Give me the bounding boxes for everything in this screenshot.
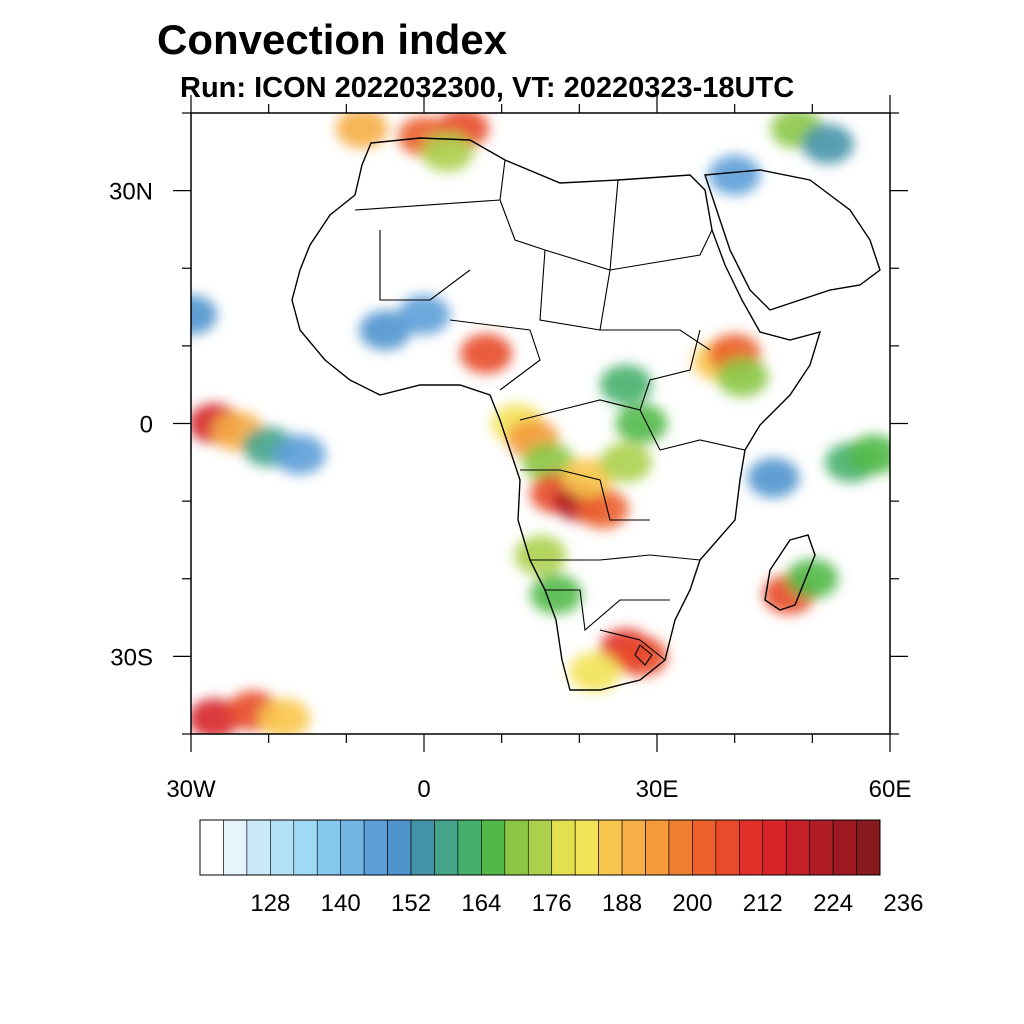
convection-cell xyxy=(576,488,629,529)
colorbar-label: 128 xyxy=(250,890,290,917)
colorbar-swatch xyxy=(621,819,646,876)
colorbar-labels: 128 140 152 164 176 188 200 212 224 236 xyxy=(250,890,923,917)
colorbar-label: 176 xyxy=(532,890,572,917)
colorbar-swatch xyxy=(434,819,459,876)
convection-cell xyxy=(460,333,513,374)
colorbar-label: 164 xyxy=(461,890,501,917)
convection-cell xyxy=(615,636,668,677)
convection-cell xyxy=(398,294,450,335)
lon-label: 30W xyxy=(166,776,216,803)
convection-cell xyxy=(599,442,652,483)
colorbar-swatch xyxy=(223,819,248,876)
colorbar-label: 212 xyxy=(743,890,783,917)
madagascar-coastline xyxy=(764,534,816,611)
colorbar-swatch xyxy=(387,819,412,876)
convection-cell xyxy=(258,698,311,734)
colorbar-swatch xyxy=(856,819,881,876)
convection-cell xyxy=(708,155,761,196)
colorbar-swatch xyxy=(340,819,365,876)
lat-label: 30N xyxy=(109,179,153,206)
convection-cell xyxy=(568,651,621,692)
lon-label: 60E xyxy=(869,776,912,803)
colorbar-swatch xyxy=(457,819,482,876)
colorbar-label: 188 xyxy=(602,890,642,917)
colorbar-swatch xyxy=(410,819,435,876)
convection-cell xyxy=(599,364,652,405)
convection-cell xyxy=(747,457,800,498)
convection-cell xyxy=(786,558,839,599)
colorbar-swatch xyxy=(363,819,388,876)
colorbar-label: 224 xyxy=(813,890,853,917)
colorbar-label: 152 xyxy=(391,890,431,917)
run-subtitle: Run: ICON 2022032300, VT: 20220323-18UTC xyxy=(180,72,795,104)
convection-cell xyxy=(514,535,567,576)
convection-cell xyxy=(848,434,890,475)
colorbar-swatch xyxy=(270,819,295,876)
lon-label: 0 xyxy=(417,776,430,803)
colorbar-swatch xyxy=(551,819,576,876)
colorbar-swatch xyxy=(574,819,599,876)
colorbar-swatch xyxy=(598,819,623,876)
colorbar-swatch xyxy=(762,819,787,876)
axis-ticks xyxy=(173,95,908,752)
lon-label: 30E xyxy=(636,776,679,803)
colorbar-swatch xyxy=(739,819,764,876)
colorbar-swatch xyxy=(715,819,740,876)
colorbar-label: 200 xyxy=(672,890,712,917)
colorbar-swatch xyxy=(199,819,224,876)
colorbar-swatch xyxy=(246,819,271,876)
convection-cell xyxy=(421,131,474,172)
convection-cell xyxy=(561,457,614,498)
convection-cell xyxy=(359,310,412,351)
convection-cell xyxy=(335,113,388,149)
country-borders xyxy=(354,159,746,666)
colorbar-swatch xyxy=(481,819,506,876)
colorbar-swatch xyxy=(692,819,717,876)
colorbar xyxy=(199,819,881,876)
lat-label: 0 xyxy=(140,412,153,439)
lat-label: 30S xyxy=(110,644,153,671)
convection-cell xyxy=(191,294,217,335)
convection-cell xyxy=(615,403,668,444)
map-title: Convection index xyxy=(157,16,508,63)
colorbar-label: 140 xyxy=(321,890,361,917)
convection-field xyxy=(191,113,890,734)
colorbar-frame xyxy=(199,819,881,876)
colorbar-swatch xyxy=(809,819,834,876)
colorbar-swatch xyxy=(832,819,857,876)
arabia-coastline xyxy=(704,169,881,311)
convection-cell xyxy=(522,442,575,483)
colorbar-swatch xyxy=(645,819,670,876)
colorbar-swatch xyxy=(293,819,318,876)
convection-cell xyxy=(530,574,583,615)
colorbar-swatch xyxy=(785,819,810,876)
colorbar-swatch xyxy=(316,819,341,876)
convection-cell xyxy=(273,434,326,475)
colorbar-swatch xyxy=(668,819,693,876)
colorbar-swatch xyxy=(527,819,553,876)
convection-cell xyxy=(801,124,854,165)
axis-tick-labels: 30N 0 30S 30W 0 30E 60E xyxy=(109,179,911,803)
colorbar-swatch xyxy=(504,819,529,876)
convection-cell xyxy=(716,356,769,397)
colorbar-label: 236 xyxy=(883,890,923,917)
